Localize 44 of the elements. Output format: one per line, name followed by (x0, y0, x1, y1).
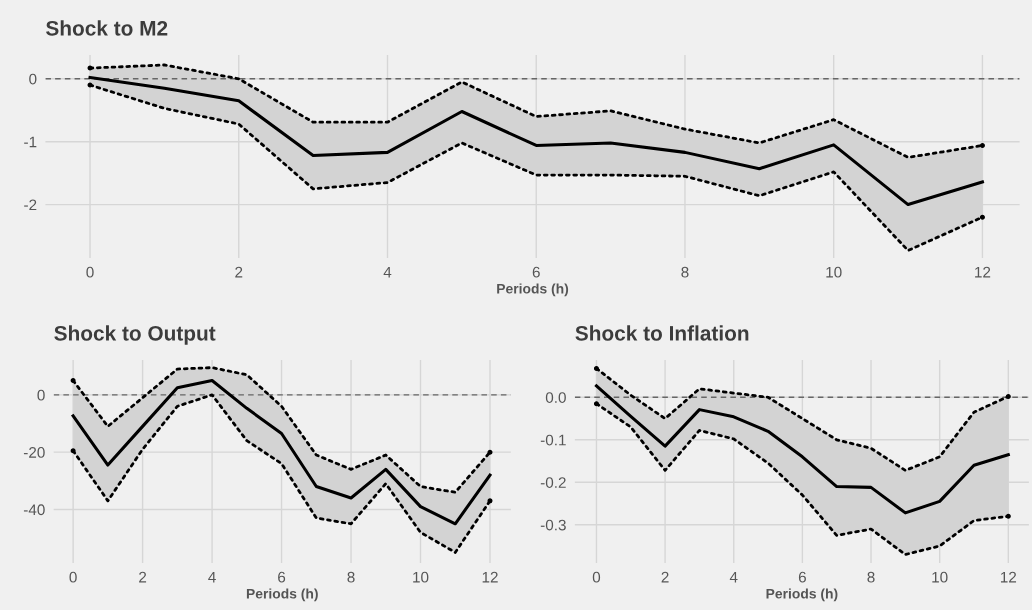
point (979, 214, 985, 220)
x-tick-label: 4 (208, 571, 216, 583)
y-tick-label: -40 (23, 504, 45, 516)
x-axis-title: Periods (h) (246, 588, 318, 602)
x-tick-label: 10 (413, 571, 429, 583)
x-tick-label: 4 (729, 571, 738, 583)
x-tick-label: 8 (681, 266, 689, 278)
y-tick-label: -1 (24, 136, 37, 148)
x-tick-label: 12 (975, 266, 991, 278)
x-tick-label: 4 (383, 266, 392, 278)
x-tick-label: 0 (592, 571, 601, 583)
x-tick-label: 6 (798, 571, 806, 583)
y-tick-label: -0.3 (540, 519, 566, 531)
x-tick-label: 8 (347, 571, 355, 583)
line-series (71, 379, 492, 526)
x-tick-label: 2 (661, 571, 669, 583)
x-tick-label: 12 (482, 571, 498, 583)
y-tick-label: -0.1 (540, 434, 566, 446)
x-tick-label: 0 (86, 266, 94, 278)
y-tick-label: 0 (29, 73, 37, 85)
y-tick-label: -2 (24, 199, 37, 211)
line-series (88, 76, 984, 207)
line-series (594, 384, 1010, 515)
chart-title: Shock to M2 (46, 20, 168, 36)
x-axis-title: Periods (h) (497, 283, 569, 297)
x-tick-label: 8 (867, 571, 875, 583)
y-tick-label: -20 (23, 447, 45, 458)
x-tick-label: 12 (1000, 571, 1017, 583)
line-series (70, 366, 493, 494)
x-tick-label: 6 (278, 571, 286, 583)
y-tick-label: 0.0 (545, 392, 566, 403)
x-tick-label: 2 (235, 266, 243, 278)
line-series (70, 393, 493, 554)
chart-title: Shock to Inflation (575, 325, 749, 341)
x-tick-label: 6 (532, 266, 540, 278)
y-tick-label: 0 (37, 389, 45, 401)
x-tick-label: 2 (139, 571, 147, 583)
x-tick-label: 10 (826, 266, 842, 278)
x-tick-label: 10 (932, 571, 948, 583)
x-axis-title: Periods (h) (766, 588, 838, 602)
chart-title: Shock to Output (54, 325, 216, 345)
y-tick-label: -0.2 (540, 477, 566, 488)
point (979, 142, 985, 148)
x-tick-label: 0 (69, 571, 77, 583)
